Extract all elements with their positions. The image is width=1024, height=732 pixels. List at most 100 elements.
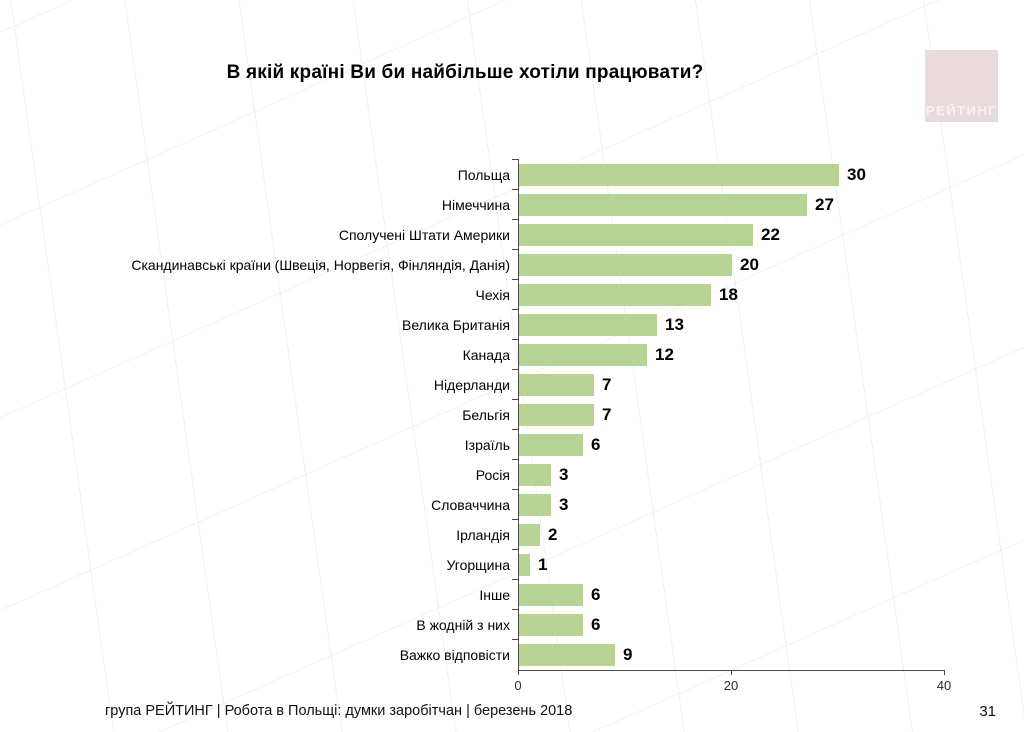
category-label: Канада (462, 347, 510, 363)
value-label: 3 (559, 495, 569, 514)
chart-row: Польща 30 (90, 159, 1008, 190)
plot-cell: 7 (512, 369, 1008, 400)
plot-cell: 6 (512, 579, 1008, 610)
value-label: 13 (665, 315, 684, 334)
y-axis-tick (512, 279, 519, 280)
bar (519, 194, 807, 216)
y-axis-tick (512, 249, 519, 250)
category-label: Бельгія (462, 407, 510, 423)
value-label: 6 (591, 435, 601, 454)
value-label: 12 (655, 345, 674, 364)
bar (519, 224, 753, 246)
y-axis-tick (512, 399, 519, 400)
value-label: 30 (847, 165, 866, 184)
y-axis-tick (512, 189, 519, 190)
y-axis-tick (512, 339, 519, 340)
chart-row: Канада 12 (90, 339, 1008, 370)
y-axis-tick (512, 549, 519, 550)
bar (519, 614, 583, 636)
category-label: Угорщина (446, 557, 511, 573)
chart-row: Угорщина 1 (90, 549, 1008, 580)
bar (519, 164, 839, 186)
y-axis-tick (512, 369, 519, 370)
value-label: 6 (591, 585, 601, 604)
category-label: Чехія (475, 287, 510, 303)
category-label: Нідерланди (433, 377, 510, 393)
chart-row: Ірландія 2 (90, 519, 1008, 550)
category-label: Важко відповісти (399, 647, 510, 663)
bar (519, 584, 583, 606)
bar (519, 554, 530, 576)
value-label: 20 (740, 255, 759, 274)
bar (519, 344, 647, 366)
category-label: Польща (457, 167, 510, 183)
y-axis-tick (512, 639, 519, 640)
y-axis-tick (512, 519, 519, 520)
chart-row: Росія 3 (90, 459, 1008, 490)
category-label: Ізраїль (464, 437, 510, 453)
value-label: 27 (815, 195, 834, 214)
bar (519, 464, 551, 486)
plot-cell: 9 (512, 639, 1008, 670)
chart-row: Ізраїль 6 (90, 429, 1008, 460)
value-label: 22 (761, 225, 780, 244)
plot-cell: 27 (512, 189, 1008, 220)
bar-chart: Польща 30 Німеччина 27 Сполучені Штати Амери… (90, 159, 1008, 670)
value-label: 6 (591, 615, 601, 634)
plot-cell: 6 (512, 429, 1008, 460)
plot-cell: 12 (512, 339, 1008, 370)
value-label: 7 (602, 375, 612, 394)
chart-row: Інше 6 (90, 579, 1008, 610)
bar (519, 494, 551, 516)
bar (519, 404, 594, 426)
value-label: 3 (559, 465, 569, 484)
rating-group-logo: РЕЙТИНГ (925, 50, 998, 122)
bar (519, 644, 615, 666)
plot-cell: 1 (512, 549, 1008, 580)
plot-cell: 2 (512, 519, 1008, 550)
x-tick-label: 40 (936, 678, 952, 693)
bar (519, 314, 657, 336)
value-label: 2 (548, 525, 558, 544)
y-axis-tick (512, 309, 519, 310)
x-axis: 0 20 40 (514, 670, 951, 693)
y-axis-tick (512, 489, 519, 490)
chart-row: Сполучені Штати Америки 22 (90, 219, 1008, 250)
category-label: Інше (479, 587, 510, 603)
category-label: Велика Британія (401, 317, 510, 333)
plot-cell: 20 (512, 249, 1008, 280)
plot-cell: 7 (512, 399, 1008, 430)
value-label: 9 (623, 645, 633, 664)
y-axis-tick (512, 429, 519, 430)
chart-row: Нідерланди 7 (90, 369, 1008, 400)
page-title: В якій країні Ви би найбільше хотіли пра… (226, 62, 704, 83)
chart-row: В жодній з них 6 (90, 609, 1008, 640)
chart-row: Бельгія 7 (90, 399, 1008, 430)
bar (519, 524, 540, 546)
chart-row: Німеччина 27 (90, 189, 1008, 220)
y-axis-tick (512, 579, 519, 580)
footer-text: група РЕЙТИНГ | Робота в Польщі: думки з… (105, 703, 573, 719)
chart-row: Словаччина 3 (90, 489, 1008, 520)
y-axis-tick (512, 609, 519, 610)
value-label: 7 (602, 405, 612, 424)
bar (519, 434, 583, 456)
chart-row: Важко відповісти 9 (90, 639, 1008, 670)
x-tick-label: 0 (514, 678, 522, 693)
category-label: В жодній з них (416, 617, 510, 633)
plot-cell: 3 (512, 459, 1008, 490)
category-label: Німеччина (441, 197, 510, 213)
plot-cell: 6 (512, 609, 1008, 640)
y-axis-tick (512, 459, 519, 460)
bar (519, 284, 711, 306)
x-tick-label: 20 (723, 678, 739, 693)
page-number: 31 (979, 703, 996, 720)
y-axis-tick (512, 219, 519, 220)
y-axis-tick (512, 159, 519, 160)
plot-cell: 3 (512, 489, 1008, 520)
x-axis-tick (731, 670, 732, 675)
category-label: Словаччина (431, 497, 510, 513)
value-label: 1 (538, 555, 548, 574)
chart-row: Чехія 18 (90, 279, 1008, 310)
